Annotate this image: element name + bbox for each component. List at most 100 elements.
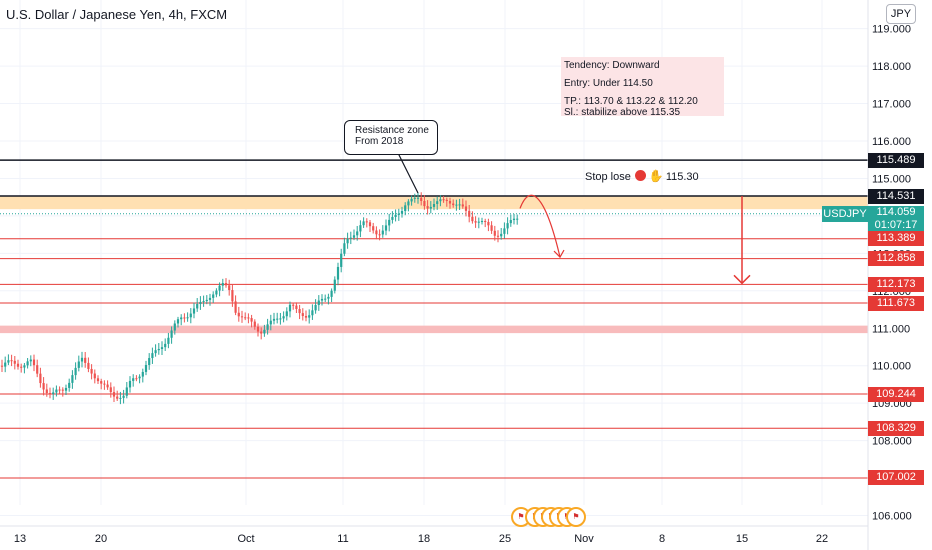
candle-body <box>151 353 154 359</box>
candle-body <box>317 300 320 306</box>
candle-body <box>487 221 490 226</box>
candle-body <box>132 378 135 381</box>
candle-body <box>0 365 4 367</box>
currency-button[interactable]: JPY <box>886 4 916 24</box>
candle-body <box>416 197 420 199</box>
candle-body <box>509 220 512 224</box>
candle-body <box>160 347 164 349</box>
x-tick-label: 20 <box>95 533 107 545</box>
candle-body <box>298 309 301 314</box>
candle-body <box>144 365 148 372</box>
candle-body <box>202 301 205 303</box>
candle-body <box>480 221 484 223</box>
candle-body <box>407 201 410 206</box>
y-tick-label: 118.000 <box>872 61 911 73</box>
candle-body <box>384 225 388 231</box>
candle-body <box>490 225 493 231</box>
candle-body <box>311 310 314 316</box>
candle-body <box>176 319 180 324</box>
candle-body <box>64 387 68 391</box>
candle-body <box>221 283 224 286</box>
curve-arrow-head <box>553 249 565 259</box>
candle-body <box>429 206 432 209</box>
candle-body <box>32 359 36 366</box>
candle-body <box>186 317 189 319</box>
y-tick-label: 119.000 <box>872 24 911 36</box>
candle-body <box>253 321 256 327</box>
price-label: 114.531 <box>868 188 924 204</box>
trade-note: Tendency: Downward Entry: Under 114.50 T… <box>561 57 724 118</box>
candle-body <box>445 199 448 201</box>
candle-body <box>442 199 445 201</box>
candle-body <box>461 204 464 207</box>
candle-body <box>388 219 391 226</box>
candle-body <box>183 317 186 319</box>
chart-title: U.S. Dollar / Japanese Yen, 4h, FXCM <box>6 7 228 22</box>
candle-body <box>413 197 416 199</box>
candle-body <box>237 312 240 317</box>
candle-body <box>423 200 426 207</box>
x-tick-label: 22 <box>816 533 828 545</box>
red-circle-icon <box>634 170 646 181</box>
candle-body <box>192 308 196 314</box>
price-label: 115.489 <box>868 152 924 168</box>
candle-body <box>410 198 413 202</box>
candle-body <box>333 279 336 291</box>
candle-body <box>52 392 55 394</box>
candle-body <box>282 316 285 319</box>
candle-body <box>301 313 304 317</box>
candle-body <box>474 221 477 223</box>
candle-body <box>340 253 343 267</box>
candle-body <box>84 357 87 363</box>
candle-body <box>189 313 192 318</box>
candle-body <box>29 359 32 362</box>
candle-body <box>173 323 176 331</box>
candle-body <box>87 362 90 369</box>
candle-body <box>234 301 237 313</box>
candle-body <box>452 203 455 206</box>
candle-body <box>448 200 452 204</box>
candle-body <box>148 358 151 366</box>
candle-body <box>288 304 292 312</box>
candle-body <box>244 317 247 319</box>
candle-body <box>77 361 80 368</box>
price-label: 113.389 <box>868 231 924 247</box>
candle-body <box>42 383 45 390</box>
candle-body <box>397 213 400 215</box>
candle-body <box>436 201 439 205</box>
x-tick-label: 11 <box>337 533 348 545</box>
candle-body <box>464 206 468 211</box>
price-label: 107.002 <box>868 470 924 486</box>
candle-body <box>26 361 29 366</box>
candle-body <box>394 214 397 217</box>
y-tick-label: 117.000 <box>872 99 911 111</box>
candle-body <box>109 387 112 393</box>
straight-arrow-head <box>733 274 751 285</box>
candle-body <box>381 230 384 235</box>
candle-body <box>96 378 100 382</box>
callout-line2: From 2018 <box>355 136 404 147</box>
candle-body <box>138 376 141 379</box>
candle-body <box>285 311 288 317</box>
candle-body <box>477 221 480 223</box>
candle-body <box>391 216 394 220</box>
candle-body <box>212 294 215 298</box>
candle-body <box>13 360 16 364</box>
y-tick-label: 110.000 <box>872 361 911 373</box>
candle-body <box>119 397 122 399</box>
candles <box>0 192 519 405</box>
candle-body <box>90 368 93 374</box>
x-tick-label: 13 <box>14 533 26 545</box>
price-label: 111.673 <box>868 295 924 311</box>
flag-icon[interactable]: ⚑ <box>566 507 586 527</box>
candle-body <box>45 389 48 393</box>
candle-body <box>250 318 253 322</box>
candle-body <box>39 373 42 384</box>
y-tick-label: 116.000 <box>872 136 911 148</box>
candle-body <box>362 221 365 226</box>
candle-body <box>128 380 132 388</box>
candle-body <box>500 233 503 237</box>
candle-body <box>295 305 298 310</box>
x-tick-label: Oct <box>237 533 254 545</box>
